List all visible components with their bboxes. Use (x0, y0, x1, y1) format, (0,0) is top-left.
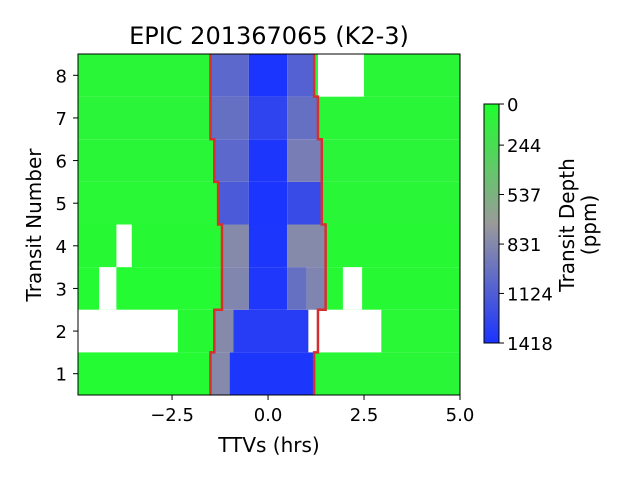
y-tick-label: 6 (56, 152, 67, 173)
heatmap-cell (218, 181, 249, 225)
heatmap-cell (78, 352, 211, 395)
colorbar-tick-label: 244 (507, 136, 541, 157)
heatmap-cells (78, 54, 460, 395)
x-tick-label: 0.0 (254, 405, 283, 426)
heatmap-cell (325, 224, 460, 268)
heatmap-cell (321, 181, 460, 225)
y-tick-label: 2 (56, 322, 67, 343)
heatmap-cell (287, 96, 318, 140)
y-axis-label: Transit Number (22, 148, 46, 303)
data-gap (78, 309, 178, 353)
data-gap (308, 309, 382, 353)
heatmap-cell (221, 267, 249, 310)
heatmap-cell (287, 267, 307, 310)
colorbar-label-line: (ppm) (577, 195, 601, 255)
transit-window-outline (209, 54, 327, 395)
heatmap-cell (210, 352, 230, 395)
transit-window-end-line (312, 54, 327, 395)
colorbar-tick-label: 831 (507, 235, 541, 256)
x-tick-label: −2.5 (150, 405, 194, 426)
y-tick-label: 7 (56, 109, 67, 130)
y-tick-label: 4 (56, 237, 67, 258)
chart-title: EPIC 201367065 (K2-3) (129, 22, 409, 50)
heatmap-cell (214, 309, 234, 353)
data-gap (317, 54, 365, 97)
y-tick-label: 1 (56, 365, 67, 386)
colorbar-tick-label: 537 (507, 186, 541, 207)
heatmap-cell (210, 96, 249, 140)
colorbar-label: Transit Depth(ppm) (555, 158, 601, 293)
heatmap-cell (248, 267, 288, 310)
data-gap (342, 267, 363, 310)
x-tick-label: 5.0 (446, 405, 475, 426)
heatmap-cell (233, 309, 318, 353)
colorbar-tick-label: 0 (507, 95, 518, 116)
y-tick-label: 5 (56, 194, 67, 215)
data-gap (116, 224, 132, 268)
heatmap-cell (314, 352, 460, 395)
y-tick-label: 8 (56, 66, 67, 87)
heatmap-cell (229, 352, 315, 395)
data-gap (99, 267, 117, 310)
heatmap-cell (287, 139, 322, 182)
heatmap-cell (78, 96, 211, 140)
heatmap-cell (248, 224, 288, 268)
heatmap-cell (78, 224, 222, 268)
colorbar-tick-label: 1418 (507, 334, 553, 355)
x-tick-label: 2.5 (350, 405, 379, 426)
heatmap-cell (210, 54, 249, 97)
heatmap-cell (78, 54, 211, 97)
heatmap-cell (248, 139, 288, 182)
heatmap-cell (287, 181, 322, 225)
y-axis: 1 2 3 4 5 6 7 8 (56, 66, 78, 386)
heatmap-cell (287, 224, 326, 268)
heatmap-cell (78, 139, 215, 182)
heatmap-cell (78, 181, 219, 225)
heatmap-cell (214, 139, 249, 182)
heatmap-cell (287, 54, 315, 97)
colorbar-label-line: Transit Depth (555, 158, 579, 293)
plot-frame (77, 53, 461, 396)
colorbar (483, 103, 500, 344)
heatmap-cell (248, 96, 288, 140)
heatmap-cell (248, 181, 288, 225)
heatmap-cell (221, 224, 249, 268)
heatmap-cell (321, 139, 460, 182)
heatmap-cell (306, 267, 326, 310)
colorbar-tick-label: 1124 (507, 284, 553, 305)
heatmap-cell (248, 54, 288, 97)
x-axis: −2.5 0.0 2.5 5.0 (150, 395, 474, 426)
colorbar-axis: 0 244 537 831 1124 1418 (499, 95, 553, 355)
y-tick-label: 3 (56, 279, 67, 300)
transit-window-start-line (209, 54, 224, 395)
heatmap-cell (317, 96, 460, 140)
x-axis-label: TTVs (hrs) (217, 433, 319, 457)
